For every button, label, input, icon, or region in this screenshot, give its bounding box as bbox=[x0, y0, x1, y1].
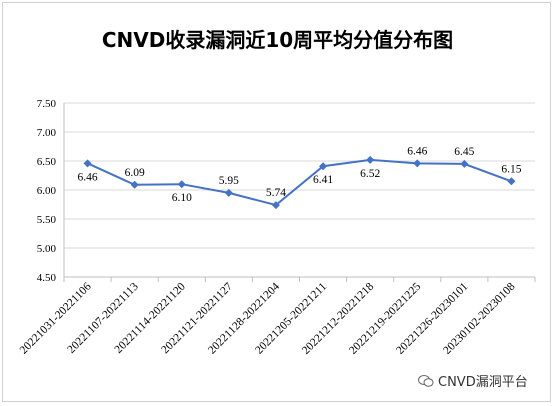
chart-title: CNVD收录漏洞近10周平均分值分布图 bbox=[101, 28, 454, 52]
data-point bbox=[271, 201, 280, 210]
data-label: 6.45 bbox=[454, 146, 474, 158]
y-tick-label: 7.00 bbox=[37, 127, 57, 139]
y-tick-label: 5.50 bbox=[37, 214, 57, 226]
watermark: CNVD漏洞平台 bbox=[418, 371, 528, 390]
data-label: 6.46 bbox=[407, 145, 427, 157]
data-label: 6.15 bbox=[501, 163, 521, 175]
y-tick-label: 7.50 bbox=[37, 98, 57, 110]
data-label: 6.10 bbox=[172, 192, 192, 204]
y-tick-label: 6.00 bbox=[37, 185, 57, 197]
data-label: 5.95 bbox=[219, 175, 239, 187]
data-label: 6.09 bbox=[125, 167, 145, 179]
data-point bbox=[413, 159, 422, 168]
data-label: 6.52 bbox=[360, 168, 380, 180]
data-point bbox=[130, 180, 139, 189]
data-point bbox=[83, 159, 92, 168]
data-label: 6.46 bbox=[77, 171, 97, 183]
data-label: 5.74 bbox=[266, 187, 286, 199]
wechat-icon bbox=[418, 374, 434, 388]
watermark-text: CNVD漏洞平台 bbox=[438, 375, 528, 390]
data-label: 6.41 bbox=[313, 174, 333, 186]
series-line bbox=[87, 158, 512, 207]
data-point bbox=[366, 155, 375, 164]
data-point bbox=[319, 162, 328, 171]
data-point bbox=[507, 177, 516, 186]
data-point bbox=[224, 188, 233, 197]
y-tick-label: 6.50 bbox=[37, 156, 57, 168]
y-tick-label: 4.50 bbox=[37, 272, 57, 284]
y-tick-label: 5.00 bbox=[37, 243, 57, 255]
data-point bbox=[177, 180, 186, 189]
data-point bbox=[460, 159, 469, 168]
